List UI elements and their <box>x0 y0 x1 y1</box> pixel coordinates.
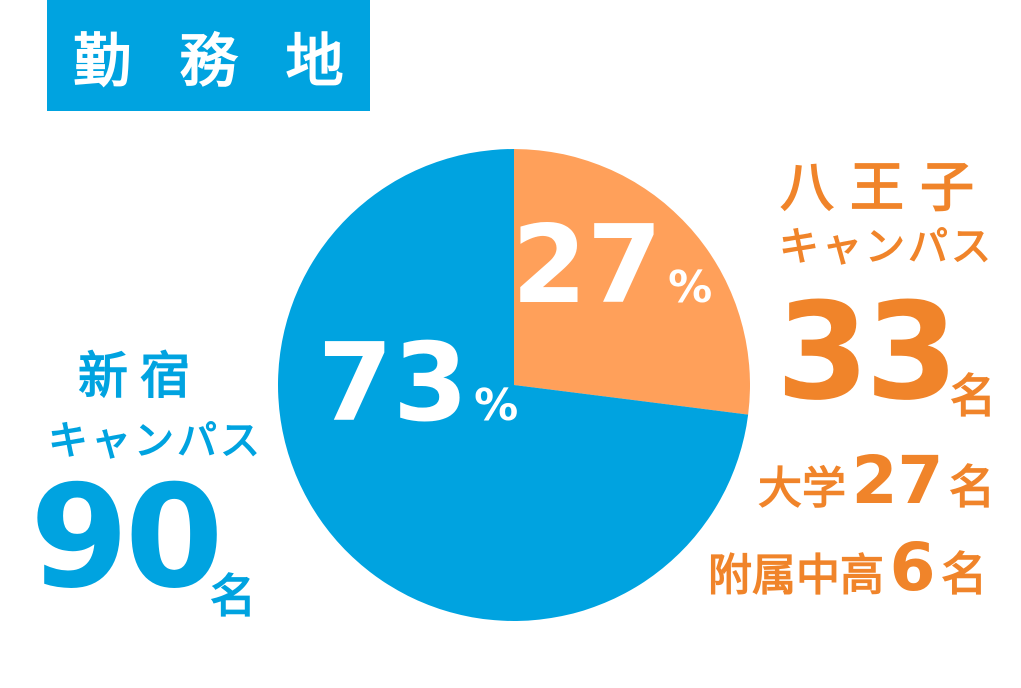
slice-hachioji-label: 27% <box>512 203 712 328</box>
detail-university-value: 27 <box>851 442 944 519</box>
shinjuku-count-unit: 名 <box>210 569 256 623</box>
hachioji-count-unit: 名 <box>950 369 996 423</box>
slice-shinjuku <box>278 149 749 621</box>
slice-shinjuku-label: 73% <box>318 321 518 446</box>
slice-hachioji <box>514 149 750 415</box>
detail-university-unit: 名 <box>949 460 996 514</box>
detail-university-label: 大学 <box>758 463 846 514</box>
chart-title: 勤 務 地 <box>47 0 370 111</box>
shinjuku-campus-name: 新宿 <box>78 347 202 405</box>
shinjuku-campus-sub: キャンパス <box>48 418 263 464</box>
detail-affiliated-unit: 名 <box>941 547 988 601</box>
hachioji-count: 33 <box>776 274 958 430</box>
detail-affiliated-label: 附属中高 <box>708 550 884 601</box>
hachioji-campus-name: 八王子 <box>780 156 990 219</box>
detail-university: 大学 27 名 <box>758 448 995 517</box>
shinjuku-count: 90 <box>30 455 224 620</box>
detail-affiliated: 附属中高 6 名 <box>708 535 987 604</box>
detail-affiliated-value: 6 <box>889 529 936 606</box>
hachioji-campus-sub: キャンパス <box>779 224 994 270</box>
